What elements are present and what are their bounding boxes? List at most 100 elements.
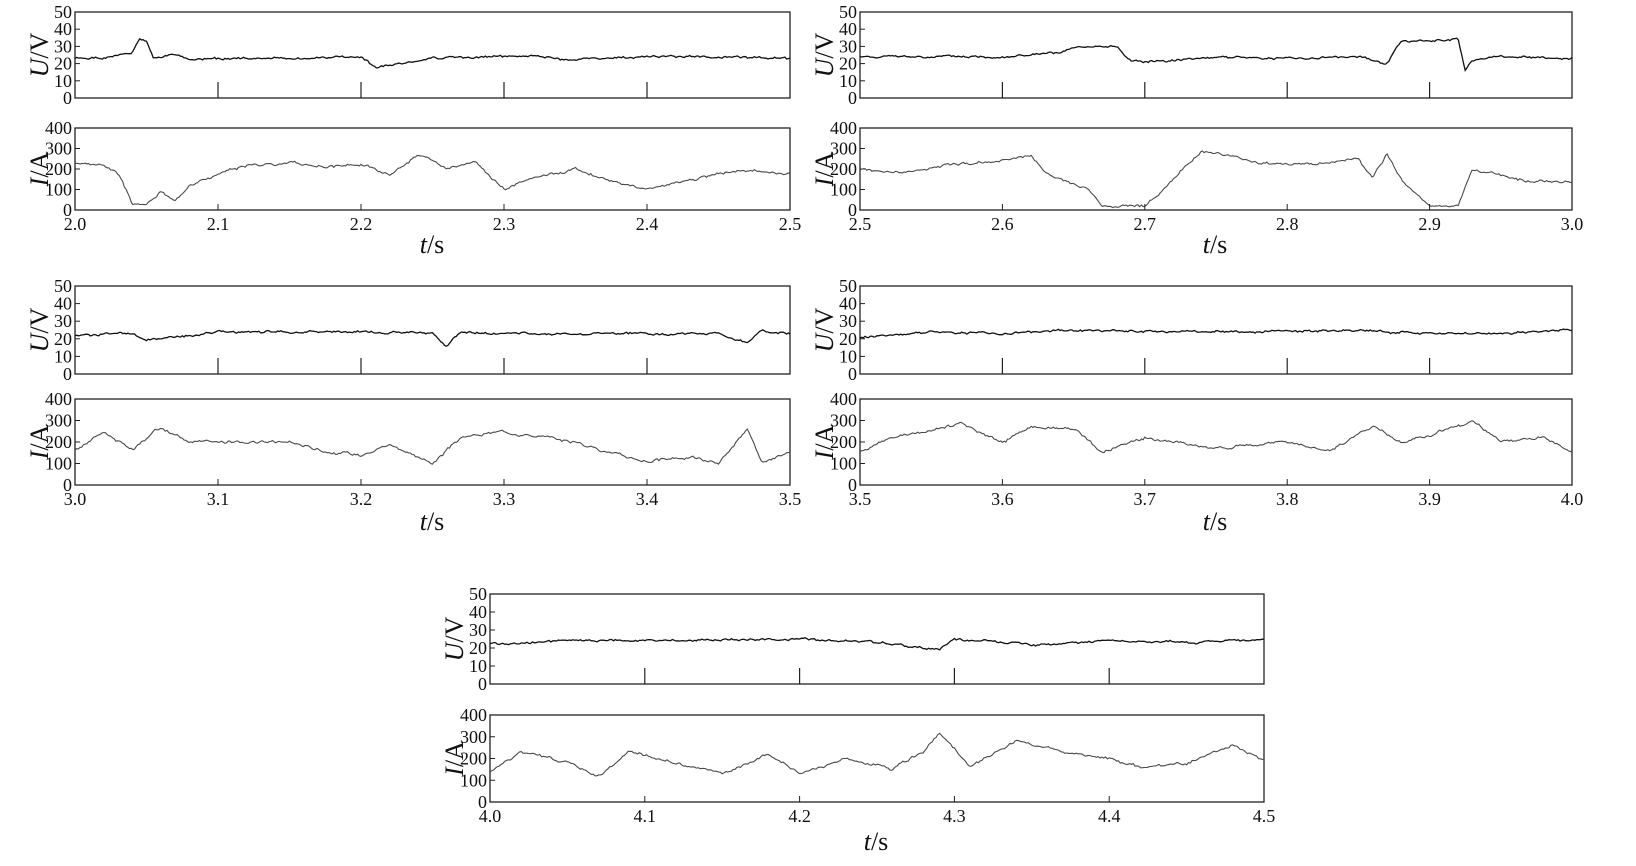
voltage-ytick-label: 10 — [54, 71, 72, 91]
current-ytick-label: 0 — [848, 475, 857, 495]
current-ytick-label: 200 — [460, 749, 487, 769]
voltage-ytick-label: 40 — [54, 19, 72, 39]
time-axis-title: t/s — [420, 230, 445, 259]
voltage-ytick-label: 0 — [848, 364, 857, 384]
current-series-line — [74, 154, 791, 206]
voltage-series-line — [74, 329, 791, 347]
xtick-label: 3.3 — [493, 489, 516, 509]
xtick-label: 2.7 — [1134, 214, 1157, 234]
voltage-series-line — [859, 328, 1572, 339]
current-ytick-label: 100 — [460, 770, 487, 790]
current-ytick-label: 0 — [478, 792, 487, 812]
xtick-label: 4.4 — [1098, 806, 1121, 826]
current-ytick-label: 300 — [45, 411, 72, 431]
voltage-axis-title: U/V — [810, 307, 839, 352]
current-ytick-label: 0 — [63, 475, 72, 495]
current-plot-frame — [74, 398, 791, 486]
xtick-label: 4.2 — [788, 806, 811, 826]
time-axis-title: t/s — [1203, 230, 1228, 259]
current-series-line — [859, 420, 1573, 454]
voltage-axis-title: U/V — [25, 307, 54, 352]
voltage-plot-frame — [489, 593, 1265, 685]
current-ytick-label: 100 — [830, 180, 857, 200]
xtick-label: 4.0 — [1561, 489, 1584, 509]
current-ytick-label: 400 — [45, 118, 72, 138]
xtick-label: 4.0 — [479, 806, 502, 826]
voltage-plot-frame — [859, 285, 1573, 375]
current-series-line — [489, 732, 1265, 777]
voltage-axis-title: U/V — [810, 32, 839, 77]
current-plot-frame — [859, 398, 1573, 486]
xtick-label: 2.4 — [636, 214, 659, 234]
voltage-axis-title: U/V — [440, 616, 469, 661]
voltage-ytick-label: 0 — [478, 674, 487, 694]
voltage-ytick-label: 10 — [839, 346, 857, 366]
voltage-axis-title: U/V — [25, 32, 54, 77]
xtick-label: 2.0 — [64, 214, 87, 234]
current-ytick-label: 300 — [830, 139, 857, 159]
voltage-ytick-label: 50 — [839, 2, 857, 22]
xtick-label: 3.5 — [849, 489, 872, 509]
xtick-label: 2.1 — [207, 214, 230, 234]
voltage-ytick-label: 50 — [839, 276, 857, 296]
voltage-ytick-label: 30 — [469, 620, 487, 640]
current-axis-title: I/A — [810, 424, 839, 460]
xtick-label: 3.0 — [1561, 214, 1584, 234]
voltage-ytick-label: 0 — [848, 88, 857, 108]
voltage-ytick-label: 30 — [839, 311, 857, 331]
voltage-ytick-label: 40 — [54, 294, 72, 314]
xtick-label: 4.1 — [634, 806, 657, 826]
current-series-line — [859, 150, 1573, 209]
voltage-ytick-label: 10 — [839, 71, 857, 91]
voltage-ytick-label: 20 — [54, 329, 72, 349]
current-ytick-label: 0 — [848, 200, 857, 220]
voltage-ytick-label: 0 — [63, 88, 72, 108]
voltage-ytick-label: 20 — [839, 54, 857, 74]
current-ytick-label: 100 — [45, 180, 72, 200]
voltage-ytick-label: 20 — [839, 329, 857, 349]
time-axis-title: t/s — [864, 827, 889, 856]
voltage-ytick-label: 40 — [839, 19, 857, 39]
voltage-ytick-label: 0 — [63, 364, 72, 384]
xtick-label: 3.6 — [991, 489, 1014, 509]
voltage-ytick-label: 50 — [54, 276, 72, 296]
current-ytick-label: 400 — [45, 389, 72, 409]
xtick-label: 3.5 — [779, 489, 802, 509]
current-axis-title: I/A — [25, 151, 54, 187]
voltage-plot-frame — [74, 285, 791, 375]
current-ytick-label: 200 — [45, 159, 72, 179]
voltage-ytick-label: 50 — [54, 2, 72, 22]
current-ytick-label: 200 — [830, 432, 857, 452]
current-ytick-label: 300 — [45, 139, 72, 159]
current-plot-frame — [859, 127, 1573, 211]
current-axis-title: I/A — [810, 151, 839, 187]
voltage-series-line — [489, 636, 1264, 651]
voltage-ytick-label: 20 — [54, 54, 72, 74]
voltage-series-line — [859, 37, 1573, 72]
voltage-ytick-label: 50 — [469, 584, 487, 604]
voltage-ytick-label: 30 — [54, 36, 72, 56]
voltage-plot-frame — [859, 11, 1573, 99]
voltage-ytick-label: 10 — [469, 656, 487, 676]
voltage-series-line — [74, 37, 791, 69]
xtick-label: 3.4 — [636, 489, 659, 509]
current-plot-frame — [74, 127, 791, 211]
current-ytick-label: 300 — [830, 411, 857, 431]
time-axis-title: t/s — [1203, 507, 1228, 536]
xtick-label: 3.0 — [64, 489, 87, 509]
xtick-label: 4.5 — [1253, 806, 1276, 826]
xtick-label: 3.9 — [1418, 489, 1441, 509]
current-ytick-label: 400 — [830, 389, 857, 409]
xtick-label: 2.2 — [350, 214, 373, 234]
current-ytick-label: 100 — [830, 454, 857, 474]
current-ytick-label: 400 — [830, 118, 857, 138]
voltage-ytick-label: 30 — [54, 311, 72, 331]
voltage-ytick-label: 30 — [839, 36, 857, 56]
xtick-label: 2.5 — [779, 214, 802, 234]
current-ytick-label: 100 — [45, 454, 72, 474]
